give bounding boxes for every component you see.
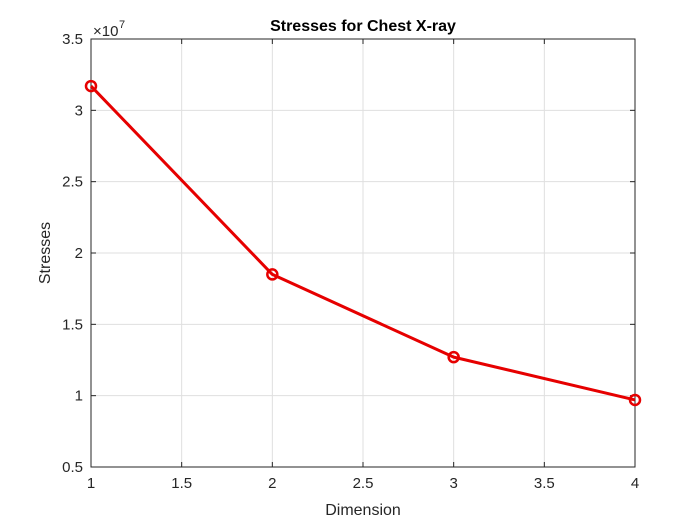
data-point-marker bbox=[628, 393, 642, 407]
y-tick-label: 3 bbox=[75, 102, 83, 119]
series-line bbox=[89, 85, 636, 402]
data-point-marker bbox=[447, 350, 460, 364]
data-series bbox=[84, 79, 642, 407]
x-tick-label: 1 bbox=[87, 475, 95, 492]
y-tick-label: 0.5 bbox=[62, 459, 83, 476]
x-tick-label: 1.5 bbox=[171, 475, 192, 492]
y-tick-label: 2 bbox=[75, 245, 83, 262]
data-point-marker bbox=[84, 79, 98, 93]
chart-title: Stresses for Chest X-ray bbox=[270, 18, 456, 35]
y-tick-label: 1.5 bbox=[62, 316, 83, 333]
y-tick-label: 2.5 bbox=[62, 174, 83, 191]
axes-frame bbox=[90, 38, 636, 468]
x-tick-labels: 1 1.5 2 2.5 3 3.5 4 bbox=[87, 475, 639, 492]
y-axis-label: Stresses bbox=[37, 222, 54, 284]
x-tick-label: 2 bbox=[268, 475, 276, 492]
x-tick-label: 3.5 bbox=[534, 475, 555, 492]
axes-box bbox=[90, 38, 636, 468]
x-tick-label: 3 bbox=[449, 475, 457, 492]
y-axis-exponent-base: ×10 bbox=[93, 23, 118, 40]
data-point-marker bbox=[266, 268, 279, 281]
x-tick-label: 2.5 bbox=[353, 475, 374, 492]
y-tick-label: 3.5 bbox=[62, 31, 83, 48]
y-axis-exponent-power: 7 bbox=[119, 19, 125, 31]
y-tick-labels: 0.5 1 1.5 2 2.5 3 3.5 bbox=[62, 31, 83, 476]
y-tick-label: 1 bbox=[75, 388, 83, 405]
x-axis-label: Dimension bbox=[325, 502, 401, 519]
x-tick-label: 4 bbox=[631, 475, 639, 492]
